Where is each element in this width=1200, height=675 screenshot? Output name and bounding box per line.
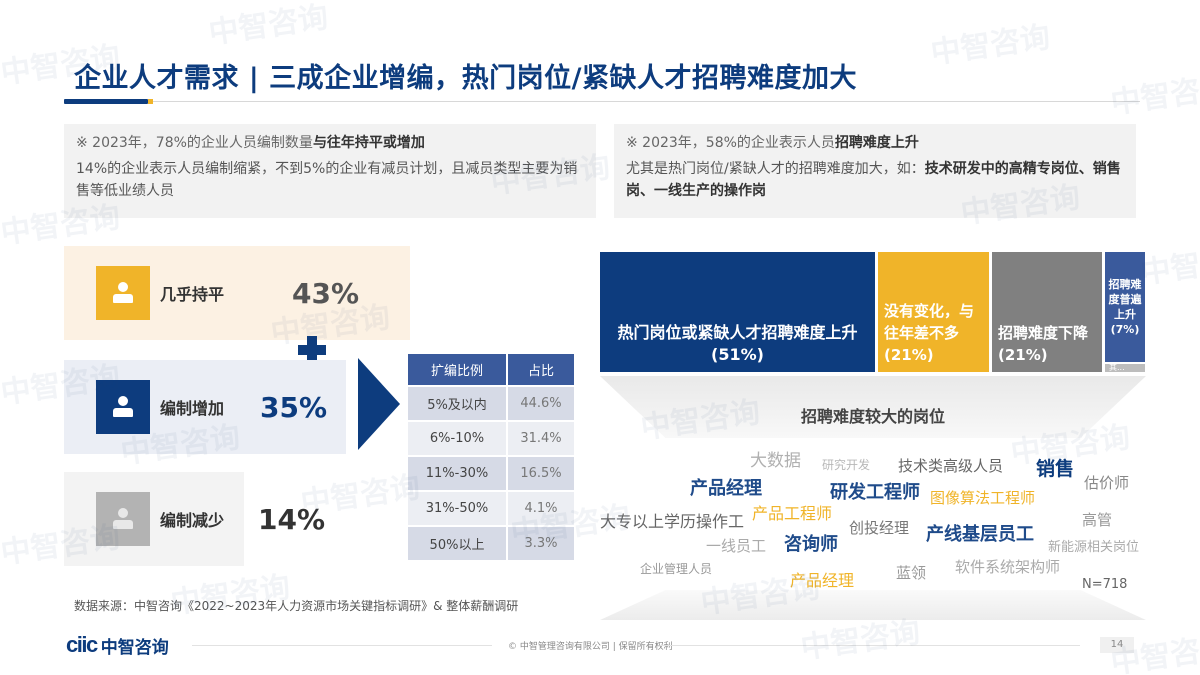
range-cell: 5%及以内 xyxy=(408,387,506,420)
footer-divider xyxy=(192,645,492,646)
note-headcount: ※ 2023年，78%的企业人员编制数量与往年持平或增加 14%的企业表示人员编… xyxy=(64,124,596,218)
note-headcount-body: 14%的企业表示人员编制缩紧，不到5%的企业有减员计划，且减员类型主要为销售等低… xyxy=(76,161,578,199)
treemap-cell-falling: 招聘难度下降(21%) xyxy=(992,252,1102,372)
note-lead-text: ※ 2023年，58%的企业表示人员 xyxy=(626,135,835,151)
title-divider xyxy=(64,101,1140,102)
table-row: 31%-50% 4.1% xyxy=(408,492,574,525)
word-cloud-term: 产品经理 xyxy=(790,571,855,590)
treemap-cell-rising-hot: 热门岗位或紧缺人才招聘难度上升(51%) xyxy=(600,252,875,372)
word-cloud-term: 创投经理 xyxy=(849,519,910,537)
treemap-cell-rising-general: 招聘难度普遍上升(7%) xyxy=(1105,252,1145,362)
plus-icon xyxy=(296,334,328,366)
title-underline-accent xyxy=(148,99,153,104)
word-cloud-term: 大专以上学历操作工 xyxy=(600,512,745,531)
word-cloud-term: 产线基层员工 xyxy=(926,524,1034,545)
person-icon xyxy=(96,266,150,320)
share-cell: 16.5% xyxy=(508,457,574,490)
word-cloud-term: 研究开发 xyxy=(822,458,871,472)
word-cloud-term: 研发工程师 xyxy=(830,482,920,503)
page-title: 企业人才需求 | 三成企业增编，热门岗位/紧缺人才招聘难度加大 xyxy=(74,63,858,94)
table-row: 5%及以内 44.6% xyxy=(408,387,574,420)
treemap-cell-other: 其... xyxy=(1105,364,1145,372)
watermark: 中智咨询 xyxy=(206,0,331,51)
watermark: 中智咨询 xyxy=(928,20,1053,71)
headcount-label: 编制增加 xyxy=(160,399,225,418)
table-header-row: 扩编比例 占比 xyxy=(408,354,574,385)
person-icon xyxy=(96,380,150,434)
company-logo: ciic 中智咨询 xyxy=(66,632,169,658)
word-cloud-term: 蓝领 xyxy=(896,564,927,582)
treemap-cell-unchanged: 没有变化，与往年差不多(21%) xyxy=(878,252,989,372)
share-cell: 44.6% xyxy=(508,387,574,420)
word-cloud-term: 图像算法工程师 xyxy=(930,489,1036,507)
headcount-value: 14% xyxy=(258,502,326,536)
logo-chinese: 中智咨询 xyxy=(100,637,169,658)
share-cell: 31.4% xyxy=(508,422,574,455)
word-cloud-term: 企业管理人员 xyxy=(640,562,713,576)
table-row: 50%以上 3.3% xyxy=(408,527,574,560)
headcount-label: 编制减少 xyxy=(160,511,225,530)
headcount-row-increase: 编制增加 35% xyxy=(64,360,346,454)
watermark: 中智咨询 xyxy=(1108,70,1200,121)
note-recruiting: ※ 2023年，58%的企业表示人员招聘难度上升 尤其是热门岗位/紧缺人才的招聘… xyxy=(614,124,1136,218)
logo-latin: ciic xyxy=(66,632,98,657)
triangle-right-icon xyxy=(358,358,400,450)
table-row: 6%-10% 31.4% xyxy=(408,422,574,455)
note-body-emphasis: 技术研发中的高精专岗位、销售岗、一线生产的操作岗 xyxy=(626,161,1121,199)
note-recruiting-body: 尤其是热门岗位/紧缺人才的招聘难度加大，如：技术研发中的高精专岗位、销售岗、一线… xyxy=(626,158,1124,202)
data-source: 数据来源：中智咨询《2022~2023年人力资源市场关键指标调研》& 整体薪酬调… xyxy=(74,599,519,613)
page-number: 14 xyxy=(1100,637,1134,653)
range-cell: 11%-30% xyxy=(408,457,506,490)
word-cloud-term: 销售 xyxy=(1036,458,1075,480)
note-lead-emphasis: 与往年持平或增加 xyxy=(312,135,425,151)
range-cell: 6%-10% xyxy=(408,422,506,455)
sample-size: N=718 xyxy=(1082,577,1128,592)
expansion-ratio-table: 扩编比例 占比 5%及以内 44.6% 6%-10% 31.4% 11%-30%… xyxy=(406,352,576,562)
word-cloud-term: 新能源相关岗位 xyxy=(1048,540,1140,555)
column-header: 占比 xyxy=(508,354,574,385)
headcount-row-decrease: 编制减少 14% xyxy=(64,472,325,566)
funnel-top-band xyxy=(600,376,1146,438)
word-cloud-term: 产品工程师 xyxy=(752,504,833,523)
headcount-row-flat: 几乎持平 43% xyxy=(64,246,410,340)
note-body-text: 尤其是热门岗位/紧缺人才的招聘难度加大，如： xyxy=(626,161,925,177)
word-cloud-term: 高管 xyxy=(1082,511,1113,529)
recruiting-difficulty-treemap: 热门岗位或紧缺人才招聘难度上升(51%) 没有变化，与往年差不多(21%) 招聘… xyxy=(600,252,1145,372)
note-lead-text: ※ 2023年，78%的企业人员编制数量 xyxy=(76,135,313,151)
note-headcount-lead: ※ 2023年，78%的企业人员编制数量与往年持平或增加 xyxy=(76,132,584,154)
share-cell: 3.3% xyxy=(508,527,574,560)
headcount-value: 35% xyxy=(260,390,328,424)
footer-divider xyxy=(660,645,1080,646)
word-cloud-term: 估价师 xyxy=(1084,474,1130,492)
share-cell: 4.1% xyxy=(508,492,574,525)
word-cloud-term: 技术类高级人员 xyxy=(898,457,1004,475)
copyright: © 中智管理咨询有限公司 | 保留所有权利 xyxy=(508,642,673,652)
note-recruiting-lead: ※ 2023年，58%的企业表示人员招聘难度上升 xyxy=(626,132,1124,154)
person-icon xyxy=(96,492,150,546)
word-cloud-term: 大数据 xyxy=(750,451,801,471)
headcount-value: 43% xyxy=(292,276,360,310)
word-cloud-term: 咨询师 xyxy=(784,534,838,555)
range-cell: 50%以上 xyxy=(408,527,506,560)
watermark: 中智咨询 xyxy=(1138,240,1200,291)
note-lead-emphasis: 招聘难度上升 xyxy=(834,135,919,151)
column-header: 扩编比例 xyxy=(408,354,506,385)
word-cloud-term: 软件系统架构师 xyxy=(955,558,1061,576)
word-cloud-term: 一线员工 xyxy=(706,537,767,555)
treemap-small-cells: 招聘难度普遍上升(7%) 其... xyxy=(1105,252,1145,372)
word-cloud-title: 招聘难度较大的岗位 xyxy=(800,407,945,426)
word-cloud-term: 产品经理 xyxy=(690,478,762,499)
headcount-label: 几乎持平 xyxy=(160,285,225,304)
table-row: 11%-30% 16.5% xyxy=(408,457,574,490)
title-underline-bar xyxy=(64,99,148,104)
range-cell: 31%-50% xyxy=(408,492,506,525)
funnel-bottom-band xyxy=(600,590,1146,620)
